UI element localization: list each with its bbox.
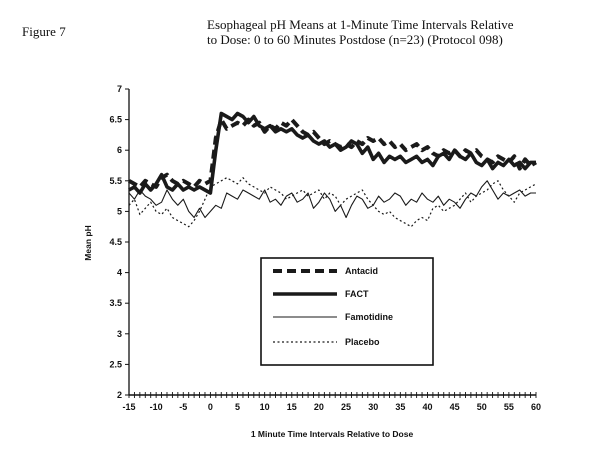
x-tick-label: 5: [235, 402, 240, 412]
x-tick-label: 25: [341, 402, 351, 412]
y-tick-label: 2.5: [109, 359, 122, 369]
y-tick-label: 4.5: [109, 237, 122, 247]
chart-legend: Antacid FACT Famotidine Placebo: [260, 257, 434, 366]
x-tick-label: -5: [179, 402, 187, 412]
x-tick-label: 30: [368, 402, 378, 412]
legend-label-placebo: Placebo: [345, 337, 380, 347]
x-tick-label: 35: [395, 402, 405, 412]
y-tick-label: 6: [117, 145, 122, 155]
x-tick-label: -15: [122, 402, 135, 412]
y-tick-label: 4: [117, 268, 122, 278]
chart-title: Esophageal pH Means at 1-Minute Time Int…: [207, 17, 587, 47]
figure-label: Figure 7: [22, 24, 66, 39]
y-tick-label: 3: [117, 329, 122, 339]
legend-label-famotidine: Famotidine: [345, 312, 393, 322]
series-line-placebo: [128, 177, 537, 228]
chart-title-line-1: Esophageal pH Means at 1-Minute Time Int…: [207, 17, 514, 32]
y-axis-label: Mean pH: [83, 225, 93, 260]
x-tick-label: 20: [314, 402, 324, 412]
chart-axes: 2 2.5 3 3.5 4 4.5 5 5.5 6 6.5 7 -15 -10 -5 0 5 10 15 20 25 3…: [109, 84, 541, 412]
chart-series: [128, 111, 537, 228]
x-tick-label: 60: [531, 402, 541, 412]
x-tick-label: -10: [150, 402, 163, 412]
y-tick-label: 5.5: [109, 176, 122, 186]
x-tick-label: 0: [208, 402, 213, 412]
x-tick-label: 10: [260, 402, 270, 412]
series-line-antacid: [128, 117, 537, 189]
x-tick-label: 15: [287, 402, 297, 412]
series-line-fact: [128, 111, 536, 195]
legend-box: [260, 257, 434, 366]
y-tick-label: 7: [117, 84, 122, 94]
legend-label-antacid: Antacid: [345, 266, 378, 276]
y-tick-label: 2: [117, 390, 122, 400]
x-tick-label: 55: [504, 402, 514, 412]
legend-label-fact: FACT: [345, 289, 369, 299]
y-tick-label: 5: [117, 206, 122, 216]
x-tick-label: 40: [422, 402, 432, 412]
x-tick-label: 50: [477, 402, 487, 412]
series-line-famotidine: [128, 180, 536, 219]
chart-title-line-2: to Dose: 0 to 60 Minutes Postdose (n=23)…: [207, 32, 503, 47]
y-tick-label: 6.5: [109, 115, 122, 125]
y-tick-label: 3.5: [109, 298, 122, 308]
x-axis-label: 1 Minute Time Intervals Relative to Dose: [251, 429, 414, 439]
x-tick-label: 45: [450, 402, 460, 412]
